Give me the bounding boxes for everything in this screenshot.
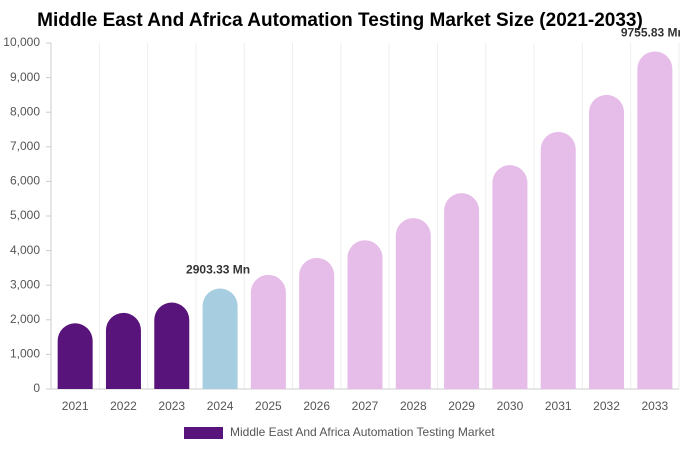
y-tick-label: 8,000: [10, 104, 40, 118]
bar: [492, 165, 528, 389]
x-tick-label: 2028: [400, 399, 427, 413]
bar: [444, 193, 480, 389]
x-tick-label: 2032: [593, 399, 620, 413]
bar: [299, 257, 335, 389]
bar: [105, 312, 141, 389]
bar: [395, 218, 431, 389]
x-tick-label: 2030: [497, 399, 524, 413]
y-tick-label: 6,000: [10, 174, 40, 188]
y-tick-label: 5,000: [10, 208, 40, 222]
bar: [589, 94, 625, 390]
y-tick-label: 7,000: [10, 139, 40, 153]
y-tick-label: 2,000: [10, 312, 40, 326]
y-tick-label: 4,000: [10, 243, 40, 257]
x-tick-label: 2021: [62, 399, 89, 413]
x-tick-label: 2027: [352, 399, 379, 413]
y-tick-label: 1,000: [10, 347, 40, 361]
x-tick-label: 2033: [641, 399, 668, 413]
bar: [637, 51, 673, 390]
bar: [540, 131, 576, 389]
y-tick-label: 10,000: [3, 35, 40, 49]
bar: [202, 288, 238, 389]
x-tick-label: 2023: [158, 399, 185, 413]
value-label: 9755.83 Mn: [621, 26, 680, 40]
bar: [250, 274, 286, 389]
bar: [347, 240, 383, 389]
x-tick-label: 2025: [255, 399, 282, 413]
y-tick-label: 3,000: [10, 277, 40, 291]
bar: [154, 302, 190, 389]
x-tick-label: 2024: [207, 399, 234, 413]
x-tick-label: 2026: [303, 399, 330, 413]
x-tick-label: 2031: [545, 399, 572, 413]
x-tick-label: 2029: [448, 399, 475, 413]
value-label: 2903.33 Mn: [186, 263, 250, 277]
y-tick-label: 9,000: [10, 70, 40, 84]
y-tick-label: 0: [33, 381, 40, 395]
legend-label: Middle East And Africa Automation Testin…: [230, 425, 495, 439]
x-tick-label: 2022: [110, 399, 137, 413]
bar: [57, 323, 93, 389]
legend-swatch: [184, 427, 223, 439]
chart-title: Middle East And Africa Automation Testin…: [37, 10, 643, 31]
